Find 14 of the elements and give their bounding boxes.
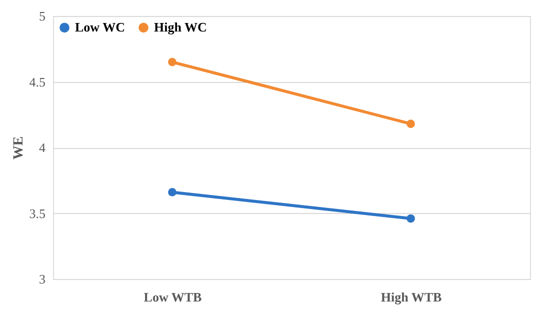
point [168, 58, 176, 66]
y-tick-label: 4 [39, 140, 46, 155]
y-tick-label: 5 [39, 8, 46, 24]
x-tick-label: High WTB [380, 290, 442, 304]
legend-label: Low WC [75, 20, 125, 35]
point [406, 214, 415, 223]
x-tick-label: Low WTB [144, 290, 202, 304]
y-tick-label: 4.5 [29, 74, 46, 90]
legend-label: High WC [154, 20, 207, 35]
y-tick-label: 3.5 [29, 206, 46, 221]
point [168, 188, 176, 196]
y-tick-label: 3 [39, 272, 46, 286]
y-axis-title: WE [11, 136, 26, 160]
point [406, 120, 415, 128]
